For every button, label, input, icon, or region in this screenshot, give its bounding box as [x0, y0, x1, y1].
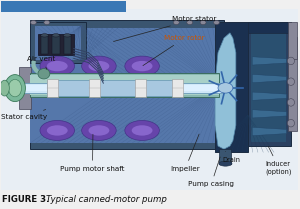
Ellipse shape [40, 120, 74, 140]
Ellipse shape [47, 125, 68, 136]
Bar [35, 26, 81, 60]
Bar [220, 149, 231, 164]
Text: FIGURE 3.: FIGURE 3. [2, 195, 50, 204]
Ellipse shape [41, 34, 49, 37]
Ellipse shape [31, 20, 36, 25]
Ellipse shape [0, 80, 9, 96]
Bar [20, 67, 32, 109]
Bar [31, 73, 220, 97]
Ellipse shape [38, 69, 50, 79]
Bar [52, 35, 60, 54]
Ellipse shape [82, 56, 116, 76]
Bar [248, 23, 291, 146]
Bar [31, 23, 86, 63]
Ellipse shape [88, 61, 109, 71]
Text: Pump casing: Pump casing [188, 157, 234, 187]
Bar [135, 79, 146, 97]
Bar [251, 27, 286, 142]
Ellipse shape [44, 20, 50, 25]
Bar [38, 34, 74, 55]
Bar [31, 75, 220, 95]
Bar [215, 23, 248, 152]
Bar [64, 35, 71, 54]
Bar [47, 79, 58, 97]
Text: Impeller: Impeller [170, 134, 200, 172]
Ellipse shape [200, 20, 206, 25]
Ellipse shape [287, 99, 295, 106]
Ellipse shape [287, 57, 295, 65]
Bar [41, 35, 48, 54]
Bar [1, 9, 298, 190]
Bar [13, 83, 224, 93]
Ellipse shape [125, 120, 159, 140]
Text: Pump motor shaft: Pump motor shaft [60, 134, 125, 172]
Ellipse shape [173, 20, 179, 25]
Ellipse shape [132, 125, 152, 136]
Ellipse shape [132, 61, 152, 71]
Bar [13, 85, 224, 91]
Bar [1, 1, 126, 12]
Ellipse shape [4, 75, 26, 102]
Polygon shape [252, 110, 286, 118]
Bar [31, 20, 224, 149]
Ellipse shape [63, 34, 71, 37]
Bar [172, 79, 183, 97]
Polygon shape [252, 74, 286, 83]
Text: Typical canned-motor pump: Typical canned-motor pump [46, 195, 167, 204]
Ellipse shape [214, 20, 220, 25]
Ellipse shape [40, 56, 74, 76]
Ellipse shape [88, 125, 109, 136]
Text: Stator cavity: Stator cavity [1, 110, 47, 120]
Ellipse shape [187, 20, 193, 25]
Bar [248, 23, 291, 33]
Text: Drain: Drain [223, 151, 241, 163]
Text: Motor stator: Motor stator [113, 16, 216, 41]
Bar [88, 79, 100, 97]
Bar [47, 80, 182, 96]
Polygon shape [252, 92, 286, 100]
Text: Motor rotor: Motor rotor [143, 35, 205, 66]
Polygon shape [252, 127, 286, 136]
Ellipse shape [47, 61, 68, 71]
Ellipse shape [52, 34, 60, 37]
Text: Air vent: Air vent [28, 56, 56, 69]
Bar [4, 85, 16, 91]
Ellipse shape [82, 120, 116, 140]
Bar [288, 37, 297, 131]
Bar [31, 28, 224, 143]
Text: Inducer
(option): Inducer (option) [266, 147, 292, 175]
Ellipse shape [125, 56, 159, 76]
Ellipse shape [219, 161, 232, 166]
Ellipse shape [287, 120, 295, 127]
Ellipse shape [287, 78, 295, 85]
Ellipse shape [8, 79, 22, 97]
Polygon shape [252, 57, 286, 65]
Ellipse shape [218, 83, 233, 93]
Polygon shape [215, 33, 236, 149]
Bar [288, 23, 297, 59]
